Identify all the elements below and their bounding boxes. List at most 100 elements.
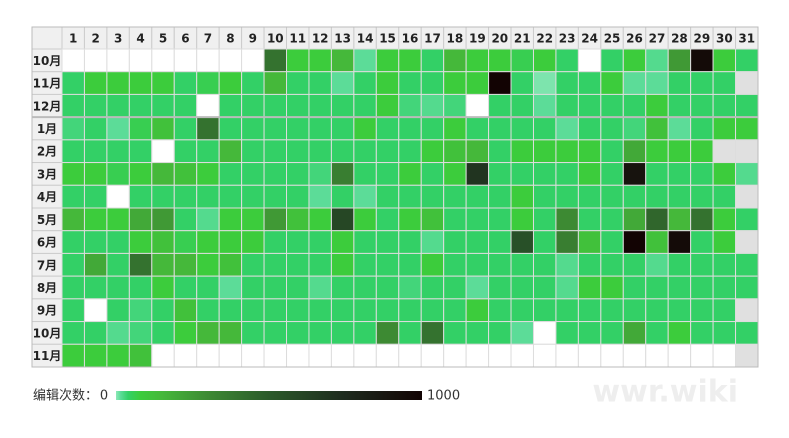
header-corner xyxy=(31,26,63,50)
heat-cell xyxy=(196,139,220,164)
heat-cell xyxy=(420,298,445,323)
heat-cell xyxy=(645,230,669,254)
heat-cell xyxy=(398,252,422,277)
heat-cell xyxy=(420,162,445,186)
heat-cell xyxy=(420,48,445,73)
column-header: 24 xyxy=(581,32,598,46)
heat-cell xyxy=(308,139,332,164)
column-header: 20 xyxy=(491,32,508,46)
heat-cell xyxy=(241,139,265,164)
heat-cell xyxy=(645,71,669,95)
heat-cell xyxy=(263,184,288,209)
empty-cell xyxy=(196,343,220,368)
heat-cell xyxy=(667,252,692,277)
heat-cell xyxy=(510,139,534,164)
heat-cell xyxy=(465,48,490,73)
heat-cell xyxy=(196,71,220,95)
heat-cell xyxy=(218,252,243,277)
heat-cell xyxy=(690,184,714,209)
heat-cell xyxy=(645,184,669,209)
heat-cell xyxy=(308,71,332,95)
heat-cell xyxy=(712,252,737,277)
column-header: 8 xyxy=(226,32,234,46)
heat-cell xyxy=(577,230,602,254)
heat-cell xyxy=(420,184,445,209)
heat-cell xyxy=(555,48,579,73)
heat-cell xyxy=(353,321,377,345)
heat-cell xyxy=(353,207,377,232)
heat-cell xyxy=(510,184,534,209)
heat-cell xyxy=(308,252,332,277)
heat-cell xyxy=(443,116,467,141)
heat-cell xyxy=(622,321,647,345)
heat-cell xyxy=(600,252,624,277)
heat-cell xyxy=(61,162,85,186)
heat-cell xyxy=(555,93,579,118)
heat-cell xyxy=(286,116,310,141)
heat-cell xyxy=(286,71,310,95)
heat-cell xyxy=(735,321,759,345)
empty-cell xyxy=(420,343,445,368)
heat-cell xyxy=(241,207,265,232)
heat-cell xyxy=(106,116,130,141)
column-header: 5 xyxy=(159,32,167,46)
heat-cell xyxy=(173,321,198,345)
heat-cell xyxy=(443,71,467,95)
heat-cell xyxy=(465,162,490,186)
column-header: 4 xyxy=(136,32,144,46)
heat-cell xyxy=(600,321,624,345)
heat-cell xyxy=(622,162,647,186)
heat-cell xyxy=(263,139,288,164)
heat-cell xyxy=(173,93,198,118)
heat-cell xyxy=(555,321,579,345)
heat-cell xyxy=(173,230,198,254)
heat-cell xyxy=(690,48,714,73)
heat-cell xyxy=(196,230,220,254)
heat-cell xyxy=(420,275,445,300)
heat-cell xyxy=(61,207,85,232)
heat-cell xyxy=(106,321,130,345)
heat-cell xyxy=(510,162,534,186)
heat-cell xyxy=(667,230,692,254)
heat-cell xyxy=(555,230,579,254)
heat-cell xyxy=(263,93,288,118)
heat-cell xyxy=(577,139,602,164)
heat-cell xyxy=(398,207,422,232)
heat-cell xyxy=(667,162,692,186)
heat-cell xyxy=(712,48,737,73)
heat-cell xyxy=(712,275,737,300)
invalid-cell xyxy=(735,71,759,95)
heat-cell xyxy=(241,93,265,118)
heat-cell xyxy=(83,321,108,345)
heat-cell xyxy=(286,321,310,345)
heat-cell xyxy=(510,230,534,254)
heat-cell xyxy=(353,93,377,118)
heat-cell xyxy=(308,298,332,323)
heat-cell xyxy=(286,298,310,323)
column-header: 13 xyxy=(334,32,351,46)
heat-cell xyxy=(600,116,624,141)
heat-cell xyxy=(106,207,130,232)
empty-cell xyxy=(241,343,265,368)
heat-cell xyxy=(555,71,579,95)
heat-cell xyxy=(151,184,175,209)
heat-cell xyxy=(690,298,714,323)
heat-cell xyxy=(577,321,602,345)
heat-cell xyxy=(151,321,175,345)
heat-cell xyxy=(532,230,557,254)
heat-cell xyxy=(263,321,288,345)
heat-cell xyxy=(173,252,198,277)
heat-cell xyxy=(218,116,243,141)
heat-cell xyxy=(735,116,759,141)
heat-cell xyxy=(218,230,243,254)
heat-cell xyxy=(308,116,332,141)
heat-cell xyxy=(622,230,647,254)
heat-cell xyxy=(690,230,714,254)
heat-cell xyxy=(330,321,355,345)
heat-cell xyxy=(83,162,108,186)
heat-cell xyxy=(555,116,579,141)
heat-cell xyxy=(128,252,153,277)
heat-cell xyxy=(330,207,355,232)
empty-cell xyxy=(532,343,557,368)
heat-cell xyxy=(667,48,692,73)
